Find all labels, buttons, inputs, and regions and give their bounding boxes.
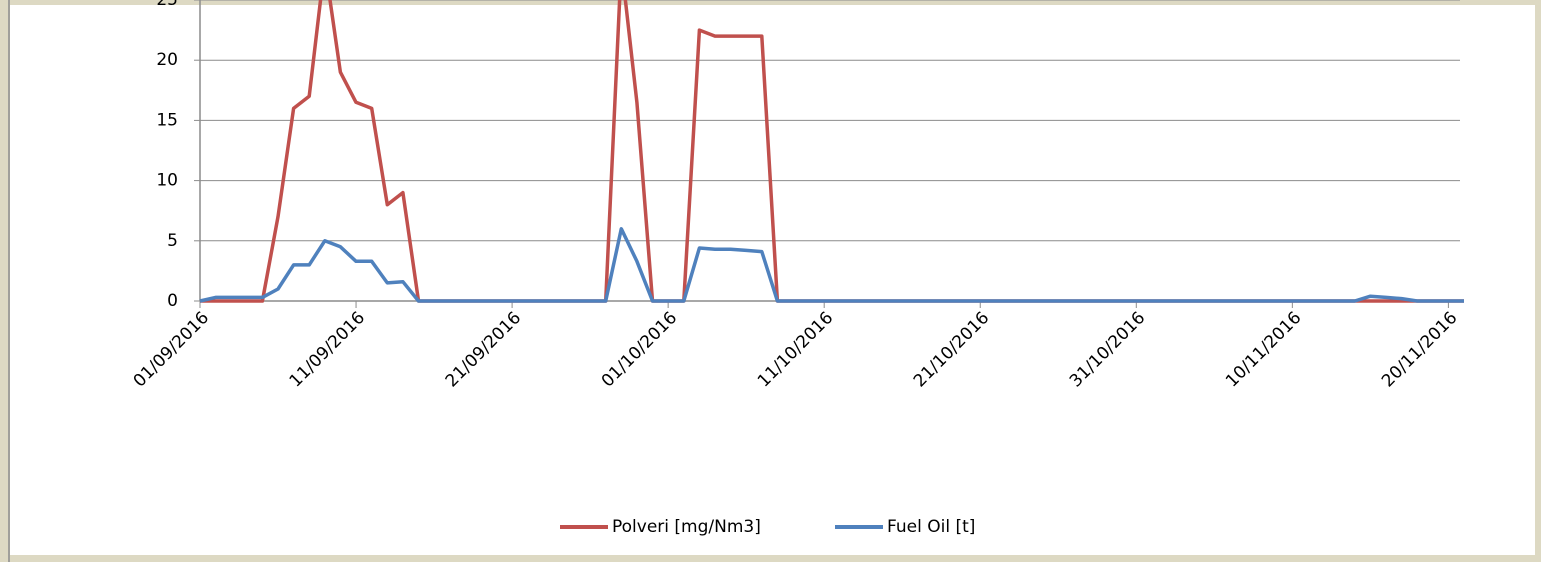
y-tick-label: 0 [167, 291, 178, 311]
y-tick-label: 10 [156, 171, 178, 191]
series-line [199, 227, 1464, 303]
y-tick-label: 25 [156, 0, 178, 10]
y-tick-label: 15 [156, 110, 178, 130]
y-tick-label: 20 [156, 50, 178, 70]
y-tick-label: 5 [167, 231, 178, 251]
legend-label: Fuel Oil [t] [887, 517, 975, 537]
legend-label: Polveri [mg/Nm3] [612, 517, 761, 537]
